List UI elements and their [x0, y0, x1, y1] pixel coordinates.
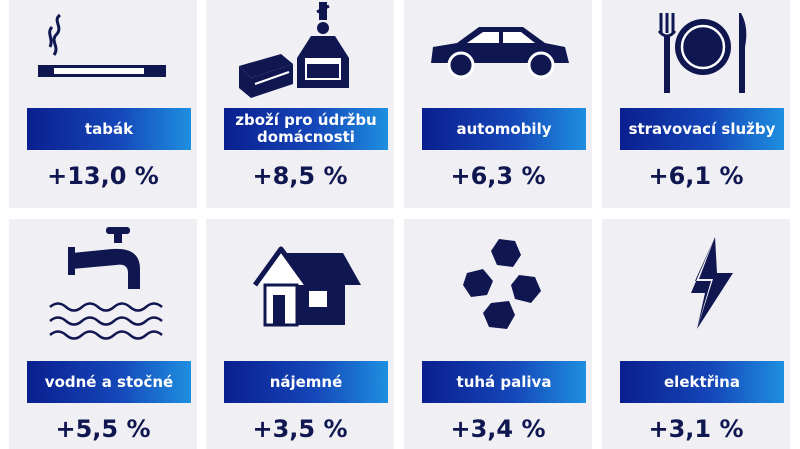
category-label: zboží pro údržbu domácnosti: [224, 108, 388, 150]
coal-icon: [404, 219, 592, 347]
lightning-icon: [602, 219, 790, 347]
car-icon: [404, 0, 592, 104]
card-solid-fuel: tuhá paliva +3,4 %: [404, 219, 592, 449]
price-change-value: +8,5 %: [252, 162, 348, 190]
cigarette-icon: [9, 0, 197, 104]
price-change-value: +5,5 %: [55, 415, 151, 443]
category-label: tuhá paliva: [422, 361, 586, 403]
price-change-value: +13,0 %: [47, 162, 159, 190]
plate-cutlery-icon: [602, 0, 790, 104]
category-label: automobily: [422, 108, 586, 150]
price-change-value: +6,3 %: [450, 162, 546, 190]
price-change-value: +3,5 %: [252, 415, 348, 443]
category-label: vodné a stočné: [27, 361, 191, 403]
category-label: tabák: [27, 108, 191, 150]
card-household-goods: zboží pro údržbu domácnosti +8,5 %: [206, 0, 394, 208]
price-change-value: +3,4 %: [450, 415, 546, 443]
card-rent: nájemné +3,5 %: [206, 219, 394, 449]
card-electricity: elektřina +3,1 %: [602, 219, 790, 449]
card-catering: stravovací služby +6,1 %: [602, 0, 790, 208]
price-change-value: +3,1 %: [648, 415, 744, 443]
category-label: nájemné: [224, 361, 388, 403]
card-cars: automobily +6,3 %: [404, 0, 592, 208]
water-tap-icon: [9, 219, 197, 347]
card-water: vodné a stočné +5,5 %: [9, 219, 197, 449]
card-tobacco: tabák +13,0 %: [9, 0, 197, 208]
category-label: stravovací služby: [620, 108, 784, 150]
house-icon: [206, 219, 394, 347]
cleaning-products-icon: [206, 0, 394, 104]
category-label: elektřina: [620, 361, 784, 403]
price-change-value: +6,1 %: [648, 162, 744, 190]
